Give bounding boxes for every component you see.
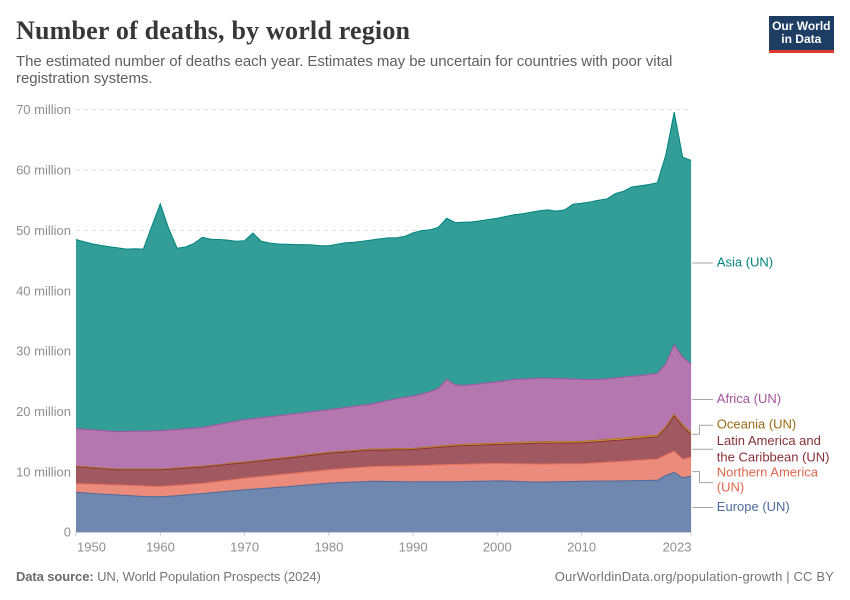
svg-text:10 million: 10 million bbox=[16, 464, 71, 479]
svg-text:20 million: 20 million bbox=[16, 404, 71, 419]
svg-text:0: 0 bbox=[64, 525, 71, 540]
svg-text:(UN): (UN) bbox=[717, 479, 744, 494]
svg-text:40 million: 40 million bbox=[16, 283, 71, 298]
svg-text:Northern America: Northern America bbox=[717, 465, 819, 480]
svg-text:2010: 2010 bbox=[567, 539, 596, 554]
svg-text:Latin America and: Latin America and bbox=[717, 433, 821, 448]
svg-text:1980: 1980 bbox=[314, 539, 343, 554]
svg-text:50 million: 50 million bbox=[16, 223, 71, 238]
svg-text:60 million: 60 million bbox=[16, 163, 71, 178]
svg-text:1990: 1990 bbox=[399, 539, 428, 554]
svg-text:Europe (UN): Europe (UN) bbox=[717, 499, 790, 514]
svg-text:the Caribbean (UN): the Caribbean (UN) bbox=[717, 450, 830, 465]
svg-text:1960: 1960 bbox=[146, 539, 175, 554]
svg-text:1970: 1970 bbox=[230, 539, 259, 554]
svg-text:2023: 2023 bbox=[663, 539, 692, 554]
svg-text:2000: 2000 bbox=[483, 539, 512, 554]
svg-text:Oceania (UN): Oceania (UN) bbox=[717, 416, 796, 431]
svg-text:Africa (UN): Africa (UN) bbox=[717, 391, 781, 406]
svg-text:1950: 1950 bbox=[77, 539, 106, 554]
svg-text:30 million: 30 million bbox=[16, 344, 71, 359]
svg-text:70 million: 70 million bbox=[16, 102, 71, 117]
svg-text:Asia (UN): Asia (UN) bbox=[717, 255, 773, 270]
